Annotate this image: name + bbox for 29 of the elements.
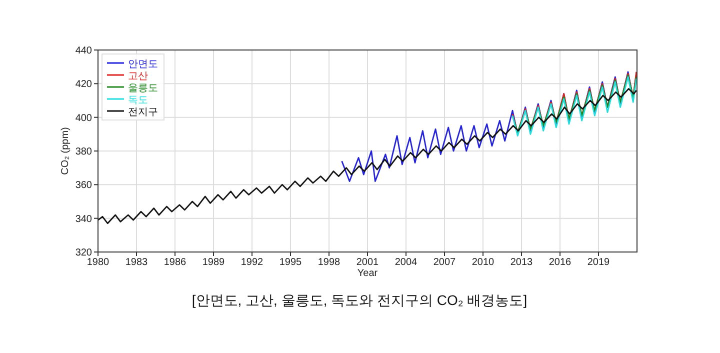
x-tick-label: 2004 (394, 257, 418, 268)
x-tick-label: 1989 (202, 257, 226, 268)
y-axis-title: CO₂ (ppm) (60, 127, 71, 175)
x-tick-label: 1983 (125, 257, 148, 268)
legend-label: 전지구 (128, 107, 158, 118)
x-tick-label: 1998 (318, 257, 341, 268)
y-tick-label: 420 (75, 79, 92, 90)
x-tick-label: 2019 (587, 257, 610, 268)
x-tick-label: 2010 (472, 257, 495, 268)
x-tick-label: 2016 (548, 257, 572, 268)
x-tick-label: 2001 (356, 257, 380, 268)
legend-label: 안면도 (128, 59, 158, 70)
x-tick-label: 2007 (433, 257, 456, 268)
y-tick-label: 320 (75, 248, 92, 258)
y-tick-label: 380 (75, 146, 92, 158)
y-tick-label: 340 (75, 214, 92, 225)
legend-label: 독도 (128, 95, 148, 106)
y-tick-label: 440 (75, 46, 92, 56)
x-tick-label: 1980 (86, 257, 110, 268)
x-tick-label: 1995 (279, 257, 302, 268)
y-tick-label: 360 (75, 180, 92, 192)
x-tick-label: 1986 (164, 257, 187, 268)
legend-label: 고산 (128, 71, 148, 82)
x-axis-title: Year (357, 268, 378, 279)
legend-label: 울릉도 (128, 83, 158, 94)
y-tick-label: 400 (75, 112, 92, 124)
x-tick-label: 2013 (510, 257, 534, 268)
x-tick-label: 1992 (240, 257, 264, 268)
text: [안면도, 고산, 울릉도, 독도와 전지구의 CO₂ 배경농도] (192, 292, 528, 308)
